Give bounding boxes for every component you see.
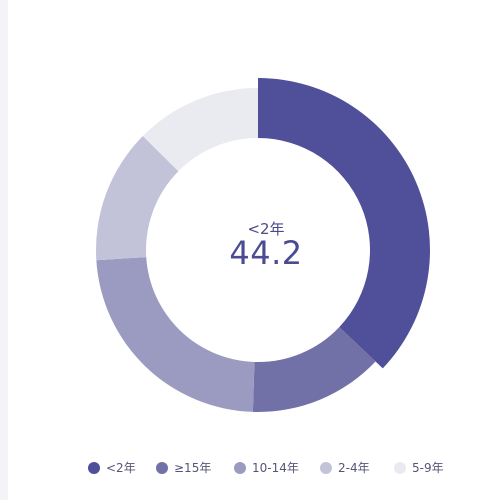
donut-chart: [96, 78, 430, 412]
center-label: <2年: [247, 220, 285, 238]
legend-label: 5-9年: [412, 461, 444, 475]
legend-dot-icon: [88, 462, 100, 474]
legend-label: <2年: [106, 461, 136, 475]
legend-label: 2-4年: [338, 461, 370, 475]
legend-dot-icon: [320, 462, 332, 474]
legend-dot-icon: [156, 462, 168, 474]
donut-slice-3[interactable]: [96, 136, 179, 261]
legend-label: ≥15年: [174, 461, 212, 475]
legend-label: 10-14年: [252, 461, 299, 475]
legend-dot-icon: [234, 462, 246, 474]
legend-dot-icon: [394, 462, 406, 474]
donut-slice-2[interactable]: [96, 257, 255, 412]
donut-slice-4[interactable]: [142, 88, 258, 172]
donut-slice-0[interactable]: [258, 78, 430, 369]
center-value: 44.2: [229, 234, 303, 272]
chart-card: <2年 44.2 <2年 ≥15年 10-14年 2-4年 5-9年: [8, 0, 500, 500]
donut-slice-1[interactable]: [252, 327, 376, 412]
